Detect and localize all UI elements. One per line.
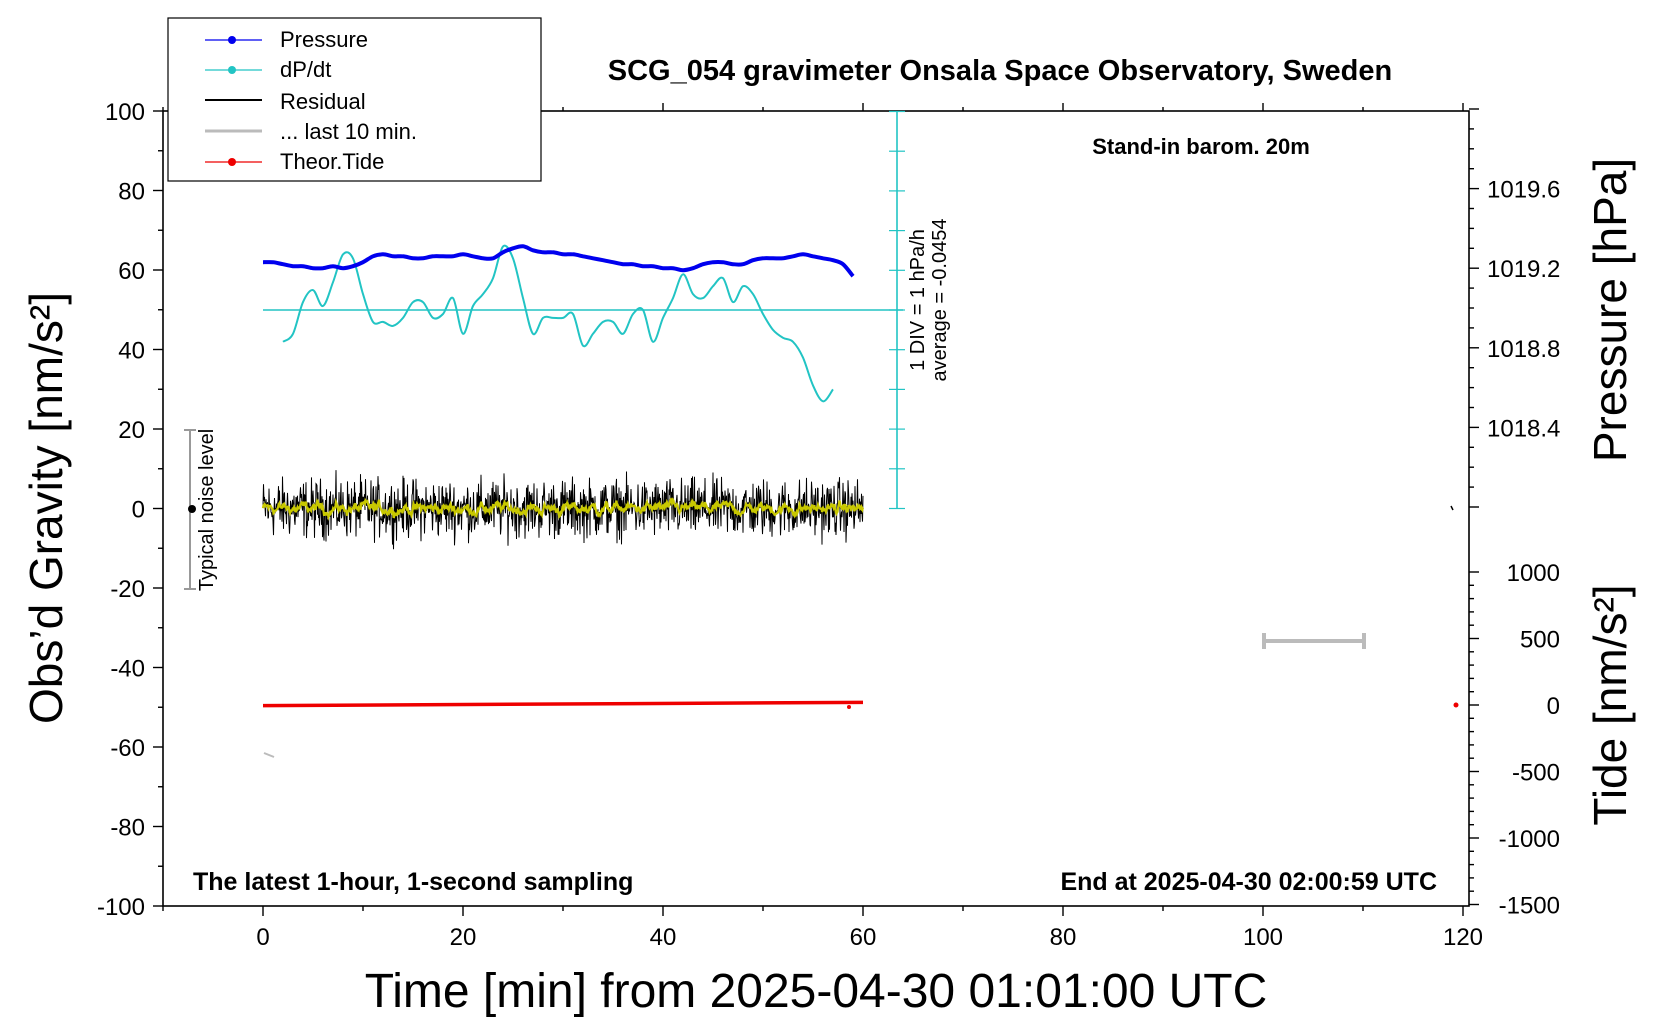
x-tick-label: 60 (850, 924, 877, 951)
legend-label-dpdt: dP/dt (280, 57, 331, 82)
x-tick-label: 80 (1050, 924, 1077, 951)
residual-stub-right (1450, 505, 1454, 511)
y-tick-label: 20 (118, 417, 145, 444)
y-axis-label-left: Obs’d Gravity [nm/s²] (20, 292, 72, 724)
pressure-tick-label: 1018.4 (1487, 415, 1560, 442)
tide-tick-label: 500 (1520, 627, 1560, 654)
tide-tick-label: 0 (1547, 693, 1560, 720)
y-tick-label: -60 (110, 735, 145, 762)
y-tick-label: -100 (97, 894, 145, 921)
x-tick-label: 120 (1443, 924, 1483, 951)
y-axis-ticks: 100 80 60 40 20 0 -20 -40 -60 -80 -100 (97, 99, 163, 921)
div-label: 1 DIV = 1 hPa/h (907, 229, 929, 371)
tide-dot-right (1453, 702, 1459, 708)
last10-stub-left (263, 752, 275, 758)
pressure-axis-ticks: 1019.6 1019.2 1018.8 1018.4 (1469, 108, 1560, 508)
y-axis-label-tide: Tide [nm/s²] (1584, 584, 1636, 825)
legend-label-tide: Theor.Tide (280, 149, 384, 174)
x-tick-label: 0 (256, 924, 269, 951)
tide-axis-ticks: 1000 500 0 -500 -1000 -1500 (1469, 560, 1560, 920)
y-tick-label: 60 (118, 258, 145, 285)
chart-title: SCG_054 gravimeter Onsala Space Observat… (608, 55, 1392, 87)
tide-line (262, 700, 864, 708)
legend-item-pressure: Pressure (205, 27, 368, 52)
pressure-tick-label: 1019.2 (1487, 256, 1560, 283)
y-tick-label: -80 (110, 815, 145, 842)
legend-label-pressure: Pressure (280, 27, 368, 52)
tide-tick-label: 1000 (1507, 560, 1560, 587)
x-tick-label: 20 (450, 924, 477, 951)
residual-smoothed-line (261, 497, 865, 521)
tide-tick-label: -1000 (1499, 826, 1560, 853)
tide-point (847, 704, 851, 709)
legend-item-tide: Theor.Tide (205, 149, 384, 174)
legend-item-residual: Residual (205, 89, 366, 114)
noise-level-dot (188, 505, 196, 513)
x-axis-label: Time [min] from 2025-04-30 01:01:00 UTC (365, 965, 1268, 1018)
tide-tick-label: -500 (1512, 760, 1560, 787)
end-time-annotation: End at 2025-04-30 02:00:59 UTC (1060, 868, 1437, 896)
legend-item-dpdt: dP/dt (205, 57, 331, 82)
stand-in-annotation: Stand-in barom. 20m (1092, 134, 1310, 159)
pressure-tick-label: 1019.6 (1487, 177, 1560, 204)
x-tick-label: 40 (650, 924, 677, 951)
y-tick-label: 80 (118, 179, 145, 206)
tide-tick-label: -1500 (1499, 893, 1560, 920)
legend-label-residual: Residual (280, 89, 366, 114)
average-label: average = -0.0454 (929, 219, 951, 382)
noise-level-label: Typical noise level (196, 429, 218, 591)
data-series (261, 244, 865, 709)
y-tick-label: -20 (110, 576, 145, 603)
x-tick-label: 100 (1243, 924, 1283, 951)
sampling-annotation: The latest 1-hour, 1-second sampling (193, 868, 633, 896)
legend-item-last10: ... last 10 min. (205, 119, 417, 144)
y-tick-label: 0 (132, 497, 145, 524)
x-axis-ticks: 0 20 40 60 80 100 120 (162, 103, 1483, 951)
pressure-tick-label: 1018.8 (1487, 336, 1560, 363)
legend-label-last10: ... last 10 min. (280, 119, 417, 144)
y-axis-label-pressure: Pressure [hPa] (1584, 158, 1636, 462)
dpdt-line (282, 244, 834, 403)
y-tick-label: 100 (105, 99, 145, 126)
pressure-line (262, 244, 855, 278)
y-tick-label: -40 (110, 656, 145, 683)
y-tick-label: 40 (118, 338, 145, 365)
legend: Pressure dP/dt Residual ... last 10 min.… (167, 17, 542, 182)
residual-line (262, 470, 864, 550)
